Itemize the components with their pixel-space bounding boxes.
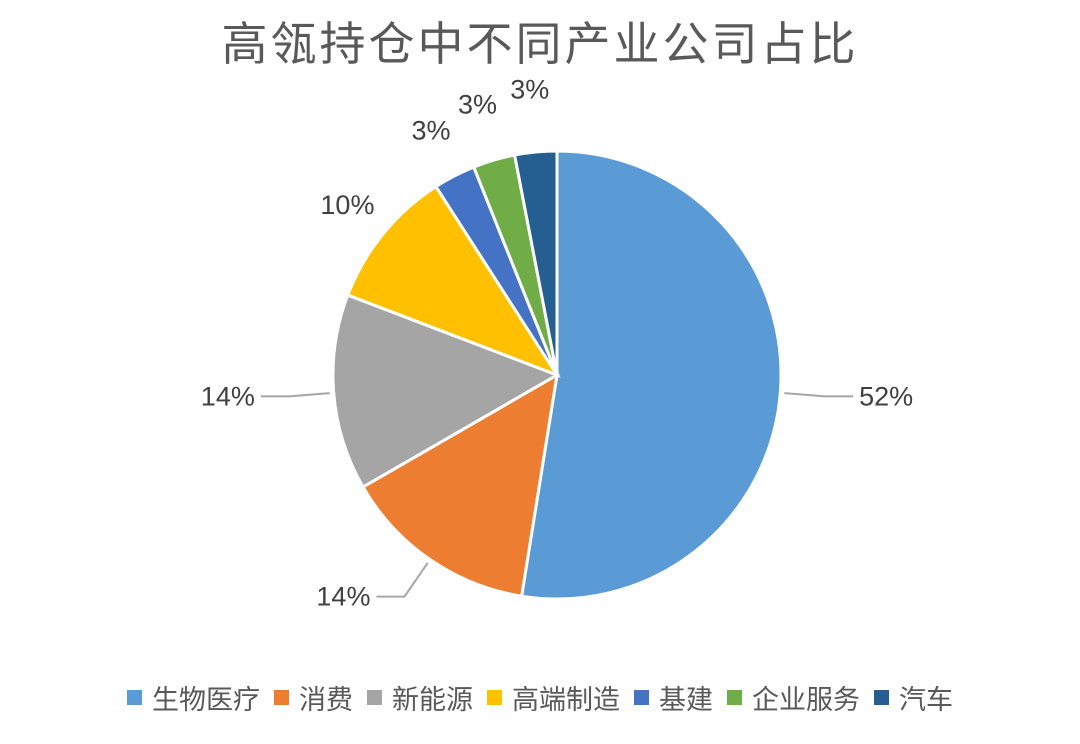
leader-line-3	[260, 392, 330, 398]
leader-line-2	[376, 562, 429, 598]
legend: 生物医疗 消费 新能源 高端制造 基建 企业服务 汽车	[0, 678, 1080, 717]
legend-item-7: 汽车	[874, 678, 953, 717]
data-label-7: 3%	[510, 74, 549, 104]
legend-swatch	[367, 690, 382, 705]
pie-slice-7	[512, 149, 559, 376]
leader-line-1	[784, 392, 854, 398]
data-label-2: 14%	[316, 582, 370, 612]
legend-label: 生物医疗	[152, 685, 260, 716]
data-label-3: 14%	[201, 381, 255, 411]
legend-swatch	[127, 690, 142, 705]
legend-label: 消费	[299, 685, 353, 716]
legend-item-2: 消费	[274, 678, 353, 717]
legend-swatch	[634, 690, 649, 705]
legend-label: 基建	[659, 685, 713, 716]
legend-item-6: 企业服务	[727, 678, 860, 717]
leader-lines	[260, 392, 854, 598]
chart-title: 高瓴持仓中不同产业公司占比	[221, 17, 859, 71]
pie-slices	[331, 149, 783, 601]
legend-item-1: 生物医疗	[127, 678, 260, 717]
legend-item-5: 基建	[634, 678, 713, 717]
data-label-6: 3%	[458, 89, 497, 119]
pie-slice-3	[331, 293, 561, 490]
legend-swatch	[727, 690, 742, 705]
legend-swatch	[274, 690, 289, 705]
legend-label: 新能源	[392, 685, 473, 716]
legend-label: 汽车	[899, 685, 953, 716]
pie-slice-1	[519, 149, 783, 601]
legend-item-4: 高端制造	[487, 678, 620, 717]
data-label-4: 10%	[320, 190, 374, 220]
pie-slice-4	[345, 184, 561, 379]
legend-label: 高端制造	[512, 685, 620, 716]
legend-label: 企业服务	[752, 685, 860, 716]
legend-item-3: 新能源	[367, 678, 473, 717]
data-labels: 52% 14% 14% 10% 3% 3% 3%	[201, 74, 913, 611]
pie-slice-2	[360, 372, 559, 598]
legend-swatch	[874, 690, 889, 705]
legend-swatch	[487, 690, 502, 705]
data-label-1: 52%	[859, 381, 913, 411]
data-label-5: 3%	[411, 116, 450, 146]
